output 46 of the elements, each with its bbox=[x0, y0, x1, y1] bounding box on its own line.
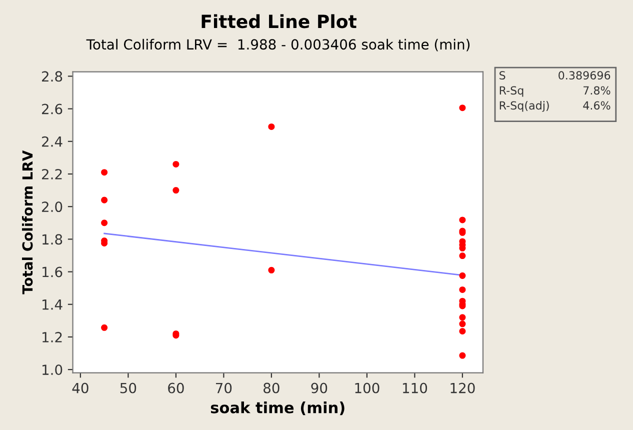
point bbox=[268, 266, 275, 274]
y-tick-label: 1.2 bbox=[42, 332, 62, 342]
y-tick-label: 1.6 bbox=[42, 266, 62, 278]
point bbox=[459, 286, 466, 293]
y-tick-label: 1.8 bbox=[42, 234, 62, 245]
text: R-Sq(adj) bbox=[500, 101, 549, 112]
y-tick-label: 1.4 bbox=[42, 300, 62, 310]
y-tick-label: 2.4 bbox=[42, 136, 62, 147]
y-tick-label: 2.0 bbox=[42, 202, 62, 212]
x-tick-label: 50 bbox=[120, 382, 136, 394]
point bbox=[101, 324, 108, 331]
point bbox=[459, 216, 466, 224]
text: 0.389696 bbox=[558, 71, 610, 80]
y-tick-label: 2.8 bbox=[42, 71, 62, 82]
y-tick-label: 1.0 bbox=[42, 364, 62, 376]
x-tick-label: 70 bbox=[216, 382, 232, 394]
y-tick-label: 2.2 bbox=[42, 168, 62, 180]
text: 4.6% bbox=[583, 101, 610, 110]
y-axis-title: Total Coliform LRV bbox=[22, 150, 33, 294]
x-tick-label: 120 bbox=[450, 382, 475, 394]
text: 7.8% bbox=[584, 86, 610, 95]
point bbox=[101, 169, 108, 176]
point bbox=[268, 123, 275, 130]
x-tick-label: 80 bbox=[264, 382, 280, 394]
point bbox=[459, 328, 466, 335]
point bbox=[101, 220, 108, 226]
point bbox=[172, 187, 180, 194]
text: R-Sq bbox=[500, 86, 524, 97]
point bbox=[172, 160, 180, 168]
point bbox=[459, 272, 466, 279]
point bbox=[459, 314, 466, 321]
text: S bbox=[500, 71, 506, 80]
point bbox=[459, 104, 466, 112]
point bbox=[459, 252, 466, 260]
point bbox=[459, 352, 466, 359]
point bbox=[101, 196, 108, 204]
x-tick-label: 90 bbox=[311, 382, 328, 394]
y-tick-label: 2.6 bbox=[42, 104, 62, 114]
point bbox=[459, 320, 466, 328]
chart-title: Fitted Line Plot bbox=[202, 14, 356, 28]
x-axis-title: soak time (min) bbox=[210, 402, 344, 416]
x-tick-label: 60 bbox=[168, 382, 184, 394]
x-tick-label: 40 bbox=[72, 382, 88, 394]
x-tick-label: 100 bbox=[355, 382, 380, 394]
x-tick-label: 110 bbox=[402, 382, 428, 394]
chart-subtitle: Total Coliform LRV = 1.988 - 0.003406 soak time (min) bbox=[86, 38, 470, 52]
